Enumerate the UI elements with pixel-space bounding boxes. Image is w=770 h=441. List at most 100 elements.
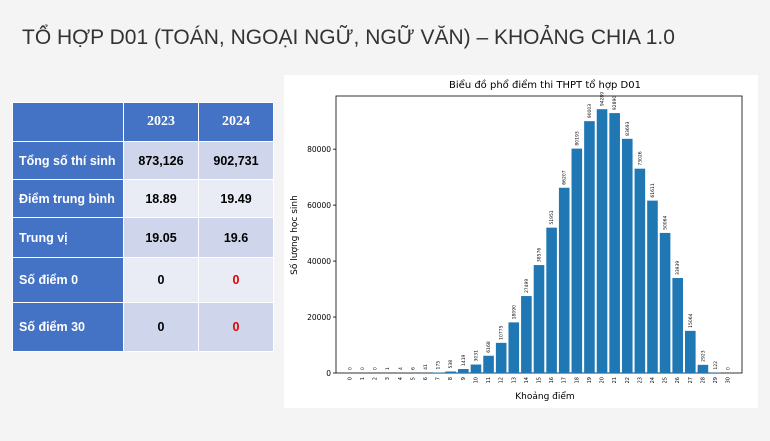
bar bbox=[495, 342, 507, 373]
bar bbox=[659, 232, 671, 373]
cell: 0 bbox=[198, 302, 274, 352]
value-label: 0 bbox=[373, 367, 379, 370]
x-axis-label: Khoảng điểm bbox=[515, 391, 574, 402]
row-label: Trung vị bbox=[12, 217, 124, 258]
value-label: 15064 bbox=[688, 313, 694, 327]
bar bbox=[483, 355, 494, 373]
cell: 0 bbox=[123, 302, 199, 352]
bar bbox=[546, 227, 557, 373]
x-tick-label: 7 bbox=[436, 377, 442, 380]
x-tick-label: 30 bbox=[726, 377, 732, 383]
x-tick-label: 9 bbox=[461, 377, 467, 380]
value-label: 122 bbox=[713, 361, 719, 370]
value-label: 3031 bbox=[473, 350, 479, 362]
bar bbox=[445, 371, 457, 373]
value-label: 92890 bbox=[612, 96, 618, 110]
x-tick-label: 26 bbox=[675, 377, 681, 383]
cell: 873,126 bbox=[123, 141, 199, 180]
value-label: 4 bbox=[398, 367, 404, 370]
bar bbox=[634, 168, 646, 373]
cell: 902,731 bbox=[198, 141, 274, 180]
x-tick-label: 6 bbox=[423, 377, 429, 380]
cell: 19.49 bbox=[198, 179, 274, 218]
value-label: 10775 bbox=[499, 325, 505, 339]
value-label: 6 bbox=[410, 367, 416, 370]
value-label: 27499 bbox=[524, 279, 530, 293]
bar bbox=[672, 278, 683, 373]
x-tick-label: 16 bbox=[549, 377, 555, 383]
bar bbox=[571, 148, 583, 373]
value-label: 73026 bbox=[637, 151, 643, 165]
x-tick-label: 22 bbox=[625, 377, 631, 383]
bar bbox=[621, 138, 633, 373]
bar bbox=[558, 187, 570, 373]
x-tick-label: 24 bbox=[650, 377, 656, 383]
x-tick-label: 11 bbox=[486, 377, 492, 383]
value-label: 1419 bbox=[461, 354, 467, 366]
x-tick-label: 18 bbox=[574, 377, 580, 383]
x-tick-label: 28 bbox=[700, 377, 706, 383]
value-label: 33939 bbox=[675, 261, 681, 275]
value-label: 90003 bbox=[587, 104, 593, 118]
x-tick-label: 3 bbox=[385, 377, 391, 380]
value-label: 51951 bbox=[549, 210, 555, 224]
row-label: Điểm trung bình bbox=[12, 179, 124, 218]
x-tick-label: 17 bbox=[562, 377, 568, 383]
bar bbox=[584, 121, 595, 373]
value-label: 83693 bbox=[625, 121, 631, 135]
value-label: 80193 bbox=[574, 131, 580, 145]
value-label: 38576 bbox=[537, 248, 543, 262]
x-tick-label: 23 bbox=[637, 377, 643, 383]
bar bbox=[609, 113, 620, 374]
x-tick-label: 2 bbox=[373, 377, 379, 380]
x-tick-label: 20 bbox=[600, 377, 606, 383]
row-label: Số điểm 30 bbox=[12, 302, 124, 352]
value-label: 538 bbox=[448, 360, 454, 369]
col-header: 2024 bbox=[198, 102, 274, 142]
bar bbox=[521, 296, 532, 373]
cell: 0 bbox=[123, 257, 199, 303]
y-axis-label: Số lượng học sinh bbox=[289, 195, 300, 275]
x-tick-label: 8 bbox=[448, 377, 454, 380]
x-tick-label: 25 bbox=[663, 377, 669, 383]
cell: 19.05 bbox=[123, 217, 199, 258]
bar bbox=[470, 364, 482, 373]
value-label: 50064 bbox=[663, 215, 669, 229]
y-tick-label: 40000 bbox=[307, 257, 331, 266]
x-tick-label: 12 bbox=[499, 377, 505, 383]
cell: 0 bbox=[198, 257, 274, 303]
chart-title: Biểu đồ phổ điểm thi THPT tổ hợp D01 bbox=[449, 78, 641, 91]
x-tick-label: 0 bbox=[347, 377, 353, 380]
y-tick-label: 80000 bbox=[307, 145, 331, 154]
x-tick-label: 27 bbox=[688, 377, 694, 383]
x-tick-label: 10 bbox=[473, 377, 479, 383]
value-label: 61611 bbox=[650, 183, 656, 197]
col-header: 2023 bbox=[123, 102, 199, 142]
bar bbox=[647, 200, 658, 373]
x-tick-label: 5 bbox=[410, 377, 416, 380]
x-tick-label: 21 bbox=[612, 377, 618, 383]
x-tick-label: 1 bbox=[360, 377, 366, 380]
corner bbox=[12, 102, 124, 142]
y-tick-label: 60000 bbox=[307, 201, 331, 210]
x-tick-label: 4 bbox=[398, 377, 404, 380]
value-label: 18090 bbox=[511, 305, 517, 319]
row-label: Số điểm 0 bbox=[12, 257, 124, 303]
x-tick-label: 29 bbox=[713, 377, 719, 383]
bar bbox=[596, 109, 608, 374]
x-tick-label: 15 bbox=[537, 377, 543, 383]
value-label: 0 bbox=[726, 367, 732, 370]
value-label: 0 bbox=[347, 367, 353, 370]
y-tick-label: 0 bbox=[326, 369, 331, 378]
value-label: 94289 bbox=[600, 92, 606, 106]
cell: 19.6 bbox=[198, 217, 274, 258]
slide-title: TỔ HỢP D01 (TOÁN, NGOẠI NGỮ, NGỮ VĂN) – … bbox=[22, 26, 675, 49]
bar bbox=[533, 265, 545, 373]
value-label: 2923 bbox=[700, 350, 706, 362]
stats-table: 2023 2024 Tổng số thí sinh 873,126 902,731… bbox=[12, 102, 274, 352]
bar bbox=[685, 330, 696, 373]
row-label: Tổng số thí sinh bbox=[12, 141, 124, 180]
bar bbox=[458, 369, 469, 373]
bar bbox=[697, 364, 709, 373]
